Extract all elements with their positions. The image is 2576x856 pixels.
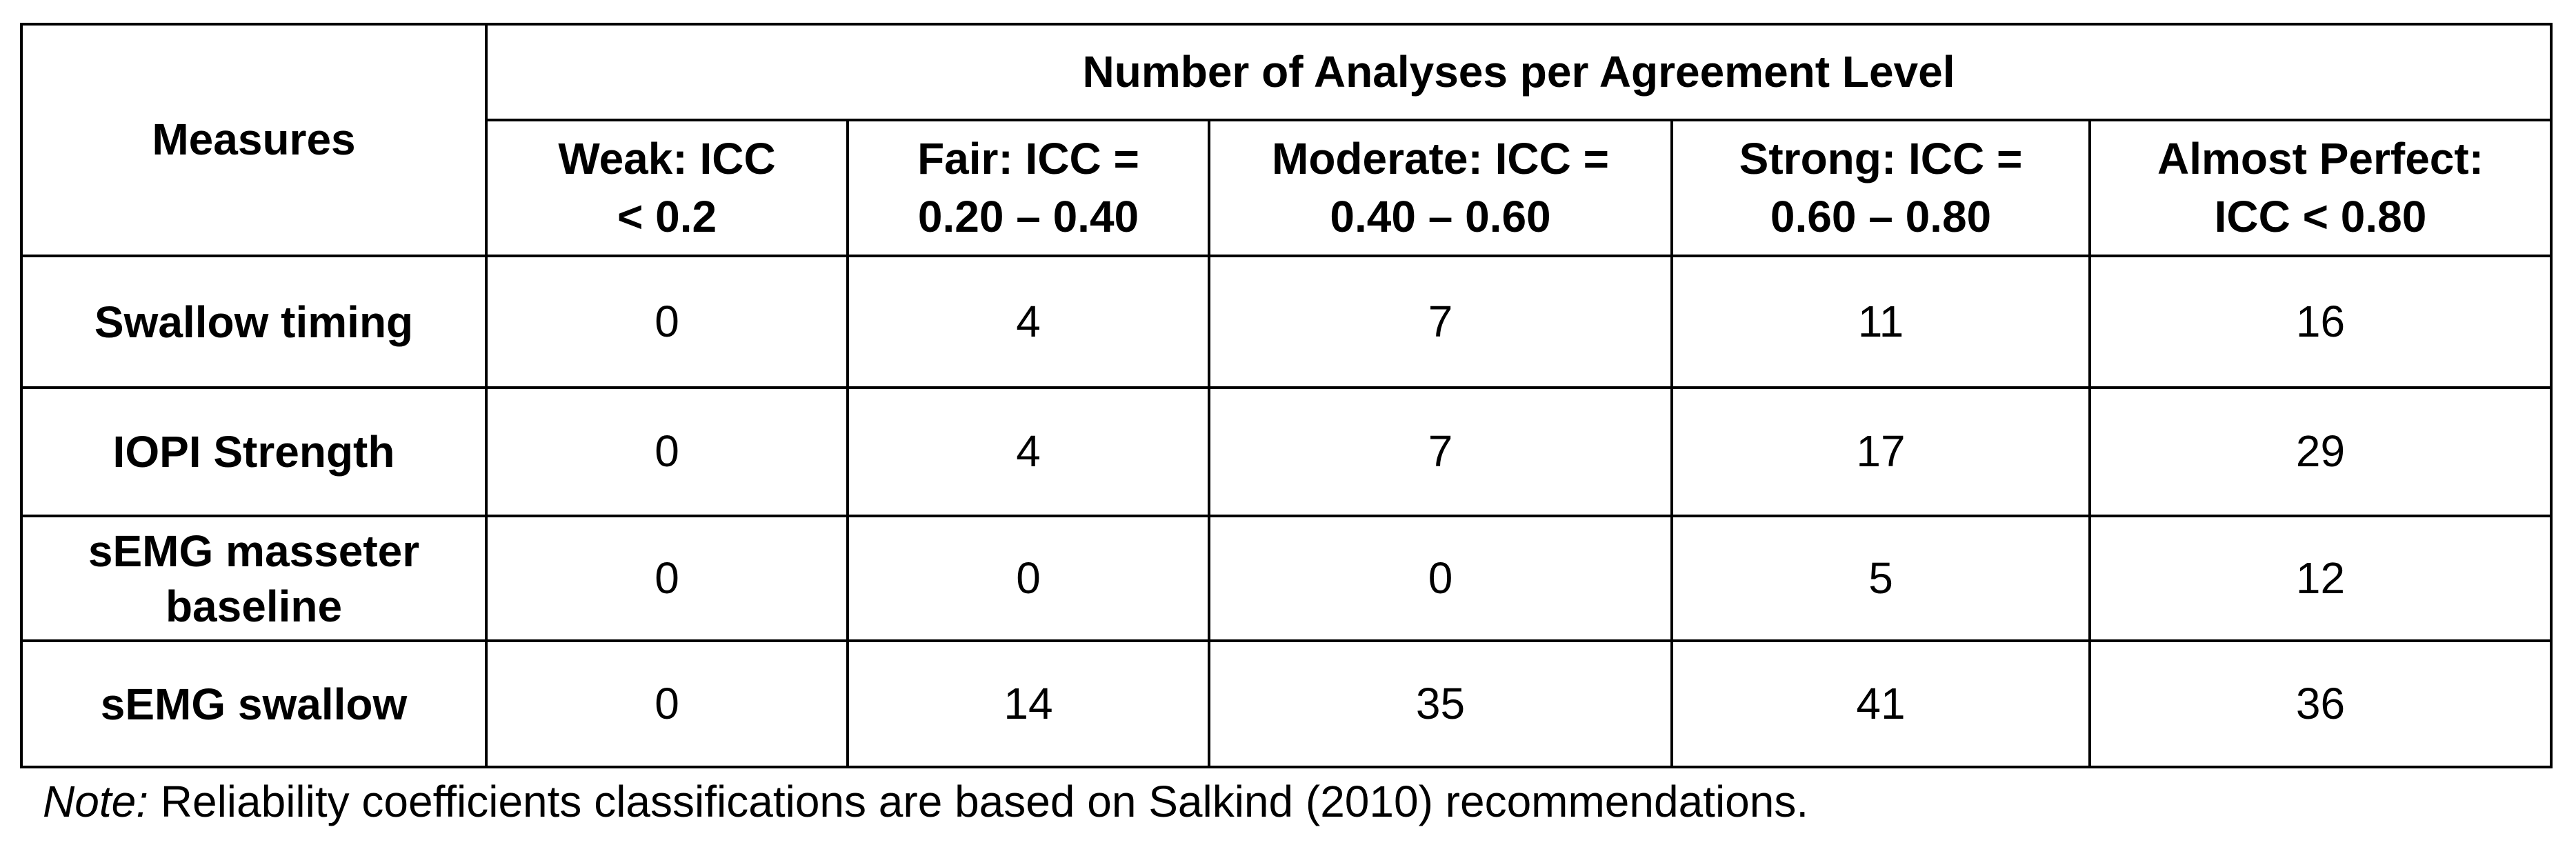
column-header-line: 0.60 – 0.80 — [1770, 191, 1992, 241]
column-header-line: Almost Perfect: — [2157, 134, 2484, 184]
cell-value: 0 — [1208, 515, 1673, 642]
column-header: Almost Perfect: ICC < 0.80 — [2088, 119, 2553, 257]
cell-value: 14 — [846, 639, 1210, 768]
note-label: Note: — [43, 777, 148, 826]
column-header-line: Strong: ICC = — [1739, 134, 2023, 184]
column-header-line: Moderate: ICC = — [1272, 134, 1609, 184]
table-row: sEMG masseter baseline 0 0 0 5 12 — [20, 515, 2553, 642]
cell-value: 5 — [1670, 515, 2091, 642]
cell-value: 0 — [485, 639, 849, 768]
column-header: Fair: ICC = 0.20 – 0.40 — [846, 119, 1210, 257]
table-row: IOPI Strength 0 4 7 17 29 — [20, 386, 2553, 517]
row-name: IOPI Strength — [20, 386, 488, 517]
cell-value: 41 — [1670, 639, 2091, 768]
row-name: sEMG masseter baseline — [20, 515, 488, 642]
cell-value: 4 — [846, 255, 1210, 389]
cell-value: 17 — [1670, 386, 2091, 517]
table-row: sEMG swallow 0 14 35 41 36 — [20, 639, 2553, 768]
cell-value: 0 — [485, 386, 849, 517]
data-table: Measures Number of Analyses per Agreemen… — [20, 23, 2553, 768]
corner-header: Measures — [20, 23, 488, 257]
column-header: Strong: ICC = 0.60 – 0.80 — [1670, 119, 2091, 257]
cell-value: 0 — [846, 515, 1210, 642]
group-header: Number of Analyses per Agreement Level — [484, 23, 2553, 121]
cell-value: 0 — [485, 515, 849, 642]
column-header-line: ICC < 0.80 — [2214, 191, 2427, 241]
row-name: sEMG swallow — [20, 639, 488, 768]
cell-value: 4 — [846, 386, 1210, 517]
cell-value: 16 — [2088, 255, 2553, 389]
cell-value: 7 — [1208, 255, 1673, 389]
note: Note: Reliability coefficients classific… — [43, 776, 1808, 827]
column-header: Moderate: ICC = 0.40 – 0.60 — [1208, 119, 1673, 257]
cell-value: 12 — [2088, 515, 2553, 642]
table-row: Swallow timing 0 4 7 11 16 — [20, 255, 2553, 389]
cell-value: 35 — [1208, 639, 1673, 768]
column-header: Weak: ICC < 0.2 — [485, 119, 849, 257]
column-header-line: Fair: ICC = — [917, 134, 1139, 184]
cell-value: 7 — [1208, 386, 1673, 517]
row-name: Swallow timing — [20, 255, 488, 389]
column-header-line: Weak: ICC — [558, 134, 776, 184]
cell-value: 29 — [2088, 386, 2553, 517]
cell-value: 11 — [1670, 255, 2091, 389]
note-text: Reliability coefficients classifications… — [148, 777, 1809, 826]
column-header-line: < 0.2 — [617, 191, 717, 241]
column-header-line: 0.40 – 0.60 — [1330, 191, 1551, 241]
cell-value: 36 — [2088, 639, 2553, 768]
column-header-line: 0.20 – 0.40 — [917, 191, 1139, 241]
cell-value: 0 — [485, 255, 849, 389]
